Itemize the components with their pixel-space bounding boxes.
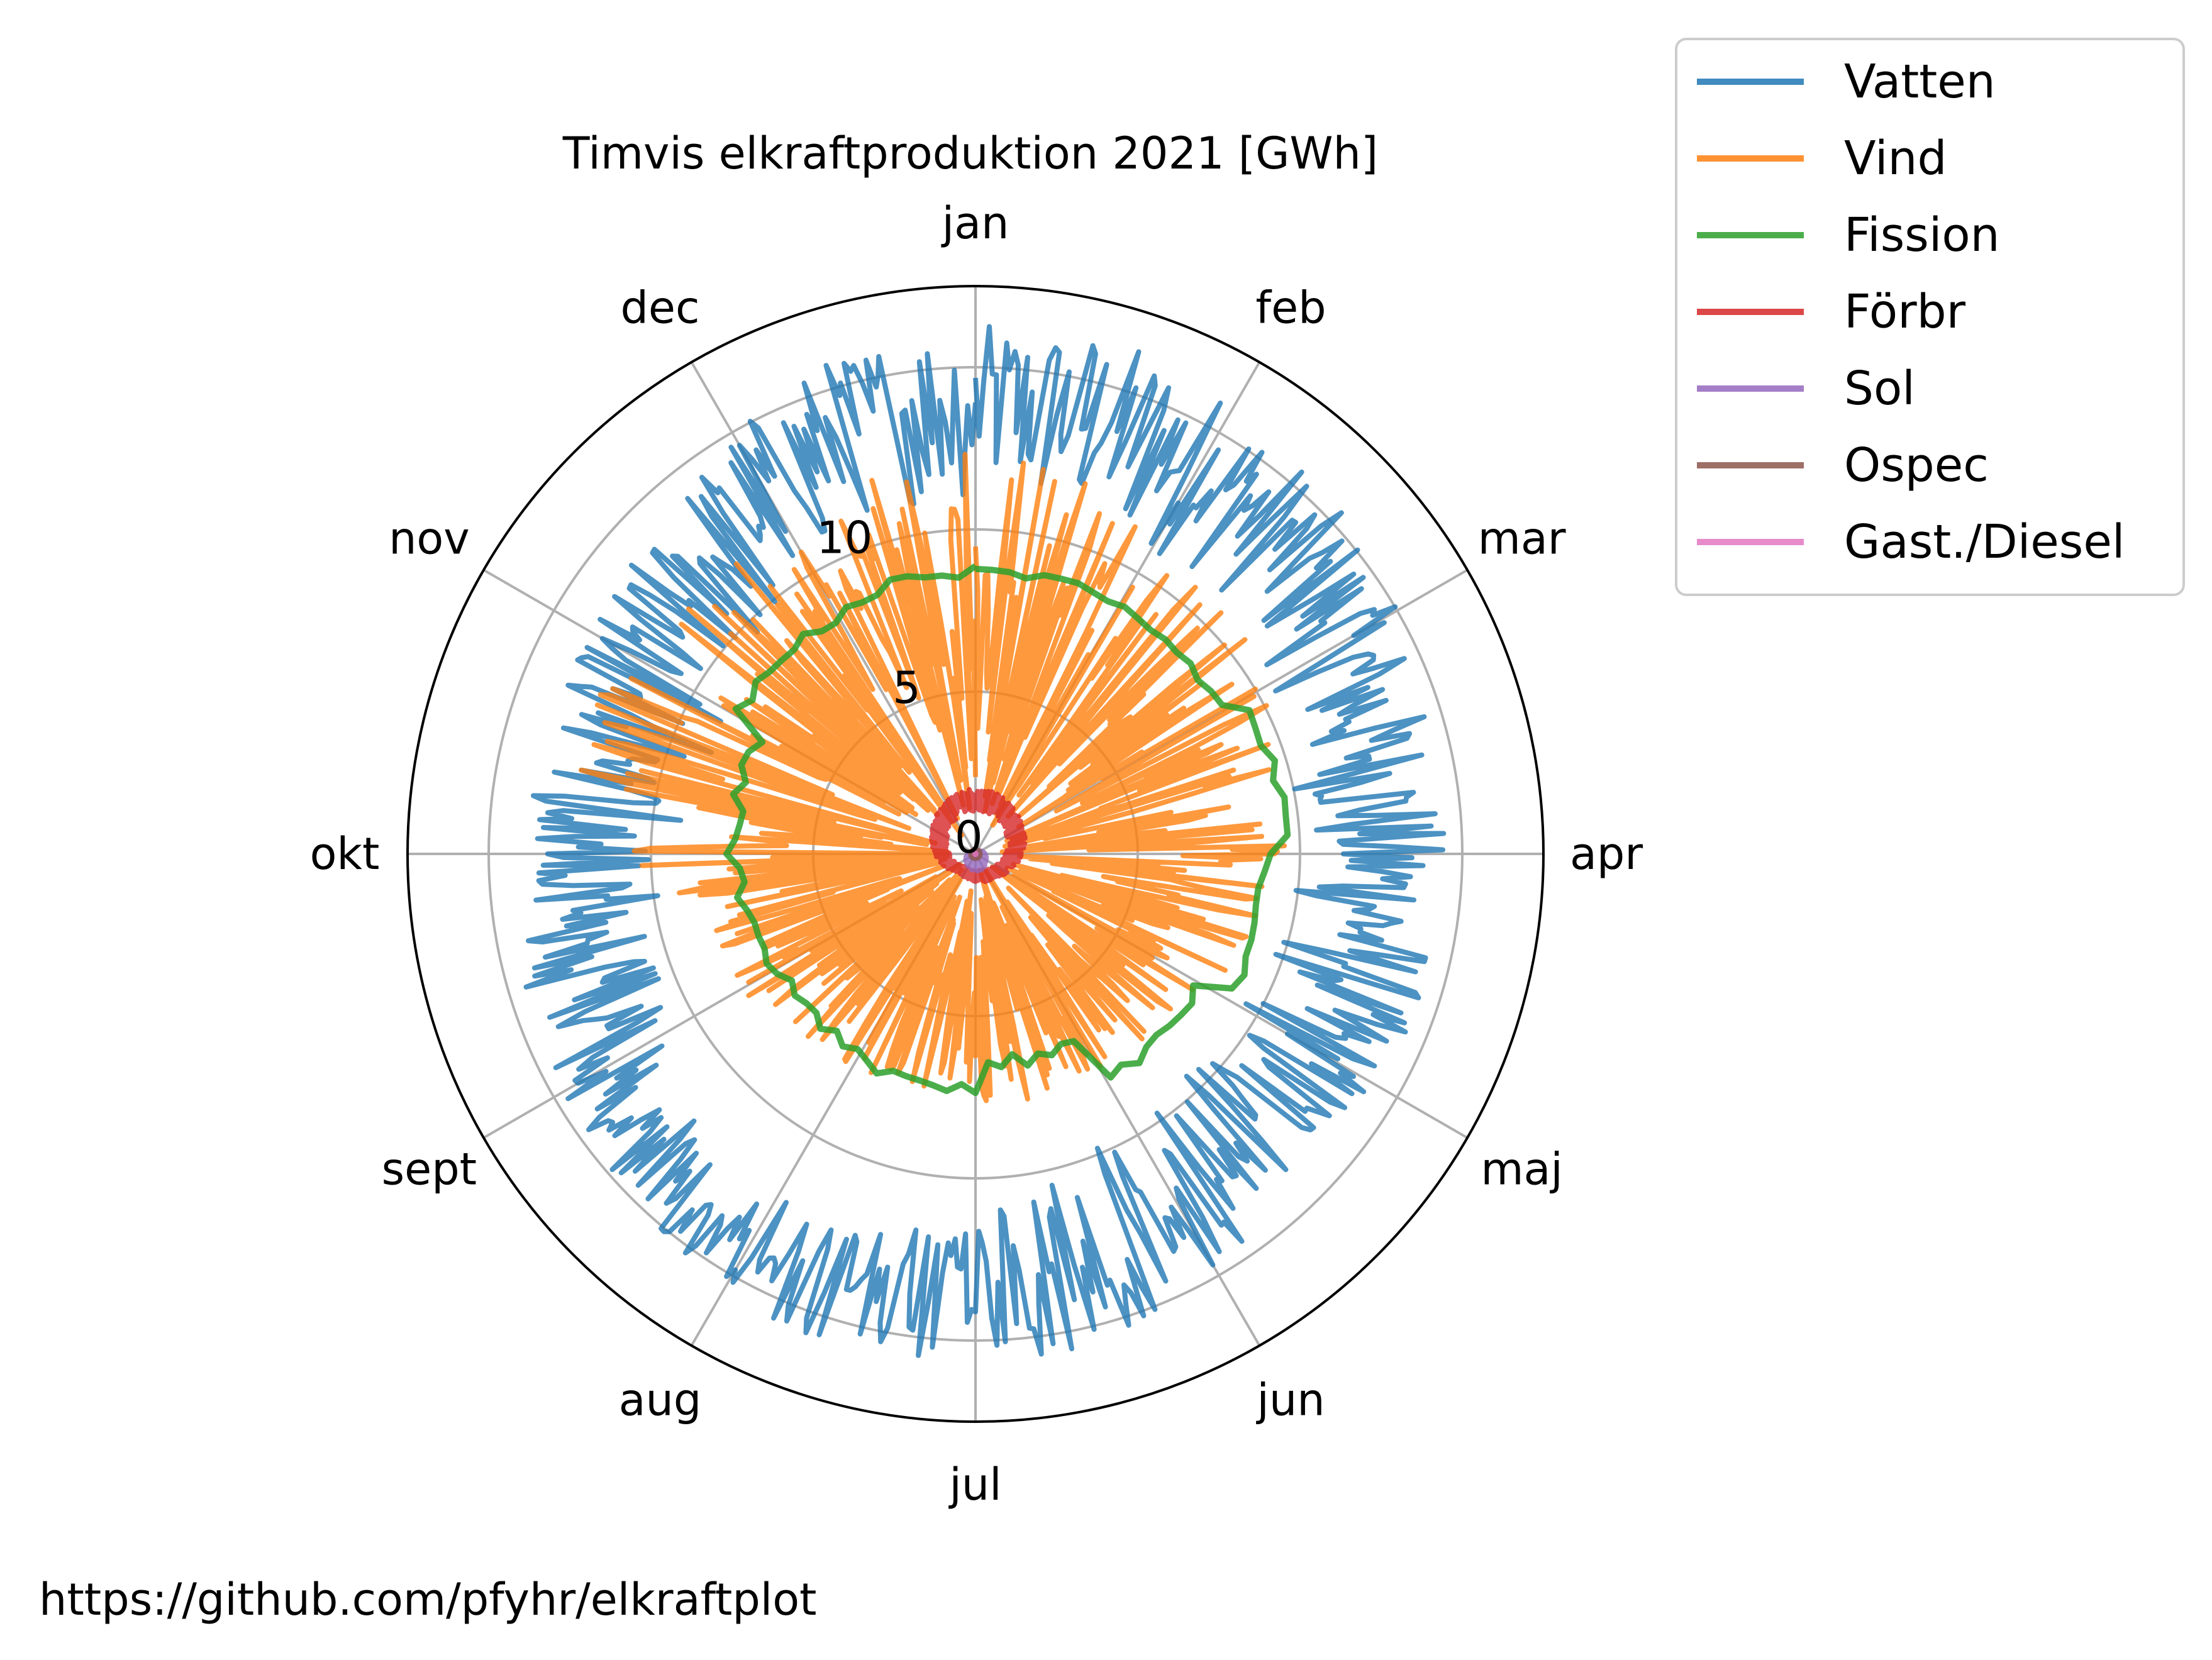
legend-label: Fission bbox=[1844, 208, 2000, 262]
month-label-jun: jun bbox=[1255, 1375, 1325, 1426]
radial-tick-label: 5 bbox=[892, 662, 921, 714]
legend-label: Vatten bbox=[1844, 55, 1996, 109]
month-label-jul: jul bbox=[948, 1459, 1001, 1510]
legend: Vatten Vind Fission Förbr Sol Ospec Gast./Dies… bbox=[1675, 38, 2185, 596]
month-label-aug: aug bbox=[619, 1375, 702, 1426]
series-line-f-rbr bbox=[929, 787, 1028, 885]
radial-gridline bbox=[487, 366, 1464, 1342]
legend-label: Vind bbox=[1844, 131, 1947, 185]
legend-label: Sol bbox=[1844, 362, 1915, 416]
month-label-feb: feb bbox=[1255, 282, 1326, 333]
month-label-nov: nov bbox=[389, 513, 470, 565]
radial-tick-label: 0 bbox=[955, 812, 983, 863]
month-label-jan: jan bbox=[941, 197, 1009, 249]
month-label-sept: sept bbox=[382, 1144, 477, 1195]
series-line-fission bbox=[723, 563, 1291, 1097]
legend-label: Förbr bbox=[1844, 285, 1966, 339]
legend-label: Ospec bbox=[1844, 438, 1989, 492]
polar-outer-frame bbox=[406, 285, 1545, 1423]
legend-label: Gast./Diesel bbox=[1844, 515, 2125, 569]
radial-tick-label: 10 bbox=[816, 512, 872, 563]
month-label-apr: apr bbox=[1570, 828, 1643, 880]
series-layer bbox=[523, 324, 1447, 1358]
source-url: https://github.com/pfyhr/elkraftplot bbox=[39, 1574, 816, 1625]
month-label-mar: mar bbox=[1478, 513, 1566, 565]
month-label-dec: dec bbox=[621, 282, 700, 333]
radial-gridline bbox=[650, 528, 1301, 1180]
series-line-vatten bbox=[523, 324, 1447, 1358]
month-label-maj: maj bbox=[1481, 1144, 1563, 1195]
month-labels: jan feb mar apr maj jun jul aug sept okt nov dec bbox=[310, 197, 1643, 1510]
legend-box bbox=[1675, 38, 2185, 596]
radial-tick-labels: 0 5 10 bbox=[816, 512, 982, 863]
month-label-okt: okt bbox=[310, 828, 380, 880]
series-line-gast-diesel bbox=[972, 851, 979, 857]
chart-title: Timvis elkraftproduktion 2021 [GWh] bbox=[562, 128, 1378, 179]
legend-entries: Vatten Vind Fission Förbr Sol Ospec Gast./Dies… bbox=[1697, 55, 2125, 569]
series-line-vind bbox=[579, 451, 1287, 1104]
